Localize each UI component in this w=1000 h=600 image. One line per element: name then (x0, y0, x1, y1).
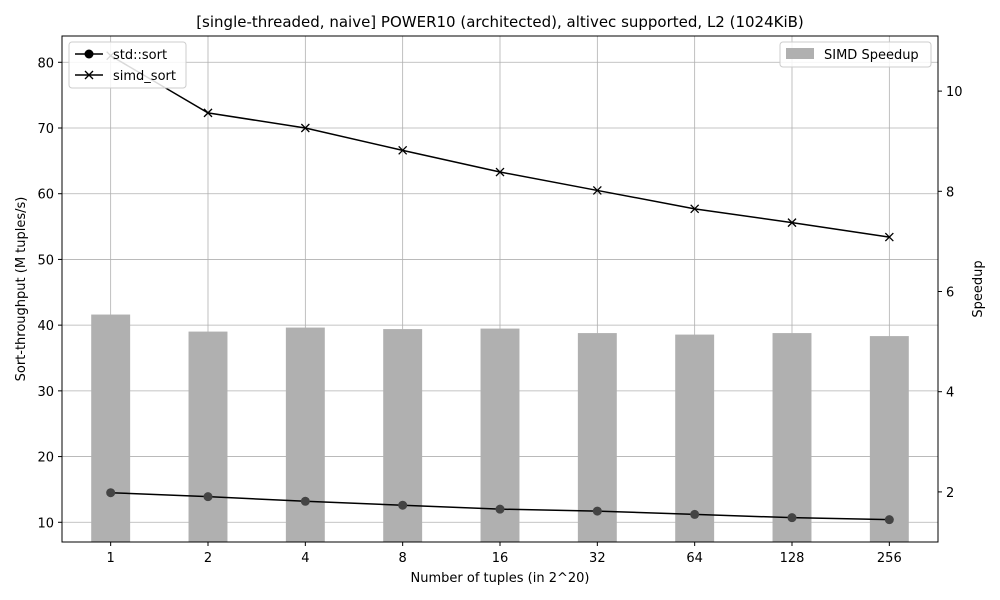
legend-label: SIMD Speedup (824, 48, 919, 63)
std-sort-point (300, 496, 310, 506)
std-sort-point (884, 515, 894, 525)
legend-label: simd_sort (113, 69, 176, 84)
y-tick-label: 30 (37, 385, 54, 400)
legend-bars: SIMD Speedup (779, 41, 932, 68)
grid (62, 36, 938, 542)
x-tick-label: 2 (204, 551, 212, 566)
x-tick-label: 4 (301, 551, 309, 566)
y2-tick-label: 6 (946, 286, 954, 301)
x-tick-label: 64 (686, 551, 703, 566)
y-tick-label: 10 (37, 516, 54, 531)
line-group (106, 51, 894, 525)
simd-sort-point (203, 108, 213, 118)
y-tick-label: 20 (37, 451, 54, 466)
x-tick-label: 128 (780, 551, 805, 566)
std-sort-point (495, 504, 505, 514)
y2-axis-label: Speedup (971, 260, 986, 317)
simd-sort-point (690, 204, 700, 214)
std-sort-point (203, 492, 213, 502)
legend-entry: SIMD Speedup (786, 48, 919, 63)
simd-sort-point (787, 218, 797, 228)
x-axis-label: Number of tuples (in 2^20) (411, 571, 590, 586)
simd-sort-point (592, 185, 602, 195)
std-sort-point (398, 500, 408, 510)
simd-sort-point (495, 167, 505, 177)
x-tick-label: 32 (589, 551, 606, 566)
y2-tick-label: 4 (946, 386, 954, 401)
simd-sort-point (300, 123, 310, 133)
chart-title: [single-threaded, naive] POWER10 (archit… (196, 13, 804, 31)
simd-sort-point (884, 232, 894, 242)
std-sort-point (592, 506, 602, 516)
legend-entry: std::sort (75, 48, 167, 63)
y-tick-label: 40 (37, 319, 54, 334)
x-tick-label: 16 (492, 551, 509, 566)
y-tick-label: 80 (37, 56, 54, 71)
y2-tick-label: 8 (946, 185, 954, 200)
y-tick-label: 70 (37, 122, 54, 137)
legend-label: std::sort (113, 48, 167, 63)
y2-tick-label: 2 (946, 486, 954, 501)
std-sort-point (787, 513, 797, 523)
x-tick-label: 8 (399, 551, 407, 566)
std-sort-point (690, 509, 700, 519)
legend-entry: simd_sort (75, 69, 176, 84)
y-tick-label: 50 (37, 253, 54, 268)
legend-box (779, 41, 932, 68)
x-tick-label: 1 (107, 551, 115, 566)
x-axis: 1 2 4 8 16 32 64 128 256 (107, 542, 902, 566)
y-tick-label: 60 (37, 188, 54, 203)
y2-tick-label: 10 (946, 85, 963, 100)
y-axis-right: 2 4 6 8 10 (938, 85, 963, 501)
x-tick-label: 256 (877, 551, 902, 566)
simd-sort-point (398, 145, 408, 155)
std-sort-point (106, 488, 116, 498)
y-axis-left: 10 20 30 40 50 60 70 80 (37, 56, 62, 531)
y-axis-label: Sort-throughput (M tuples/s) (14, 197, 29, 382)
